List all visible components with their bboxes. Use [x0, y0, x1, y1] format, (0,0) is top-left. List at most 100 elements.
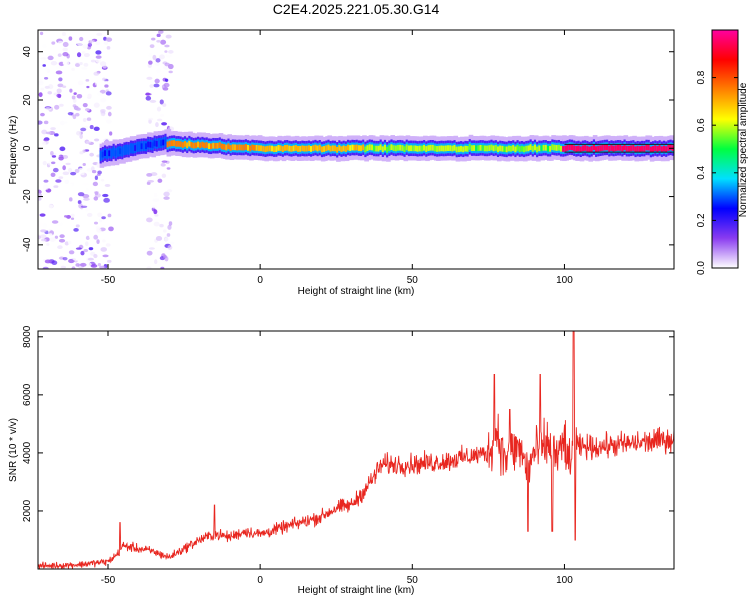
heatmap-noise-cell [82, 103, 88, 108]
heatmap-noise-cell [87, 257, 95, 261]
heatmap-noise-cell [100, 247, 108, 252]
heatmap-noise-cell [95, 58, 101, 63]
heatmap-noise-cell [59, 146, 66, 152]
heatmap-noise-cell [62, 47, 68, 52]
heatmap-noise-cell [54, 235, 59, 239]
heatmap-noise-cell [51, 41, 56, 45]
heatmap-noise-cell [50, 172, 56, 178]
heatmap-noise-cell [42, 223, 47, 228]
heatmap-noise-cell [70, 217, 75, 220]
heatmap-noise-cell [156, 40, 161, 43]
heatmap-noise-cell [163, 229, 167, 233]
heatmap-noise-cell [55, 65, 61, 69]
heatmap-noise-cell [93, 196, 99, 201]
heatmap-noise-cell [75, 224, 80, 228]
heatmap-noise-cell [56, 93, 62, 98]
heatmap-noise-cell [43, 138, 49, 142]
heatmap-noise-cell [39, 234, 47, 239]
heatmap-ytick-label: 40 [22, 46, 33, 58]
heatmap-noise-cell [75, 263, 80, 267]
heatmap-noise-cell [46, 243, 50, 246]
heatmap-noise-cell [95, 41, 101, 46]
heatmap-noise-cell [77, 200, 82, 205]
heatmap-noise-cell [155, 235, 163, 241]
snr-ylabel: SNR (10 * v/v) [8, 418, 19, 482]
heatmap-noise-cell [101, 121, 107, 126]
heatmap-noise-cell [151, 204, 158, 209]
heatmap-noise-cell [47, 55, 54, 61]
heatmap-xlabel: Height of straight line (km) [298, 286, 415, 297]
heatmap-noise-cell [81, 67, 88, 70]
heatmap-noise-cell [148, 117, 154, 121]
heatmap-noise-cell [75, 247, 82, 250]
heatmap-noise-cell [104, 84, 109, 88]
heatmap-noise-cell [154, 214, 159, 217]
heatmap-noise-cell [100, 202, 105, 207]
heatmap-noise-cell [53, 185, 59, 188]
heatmap-noise-cell [44, 107, 52, 111]
colorbar-tick-label: 0.6 [696, 118, 707, 132]
heatmap-noise-cell [106, 119, 112, 124]
heatmap-noise-cell [38, 92, 43, 98]
heatmap-noise-cell [93, 221, 99, 225]
heatmap-noise-cell [82, 44, 89, 49]
heatmap-noise-cell [105, 37, 113, 42]
heatmap-noise-cell [70, 171, 77, 176]
heatmap-noise-cell [86, 262, 92, 268]
heatmap-noise-cell [40, 229, 47, 233]
heatmap-noise-cell [149, 44, 155, 49]
heatmap-noise-cell [146, 266, 152, 269]
heatmap-noise-cell [163, 191, 170, 197]
heatmap-noise-cell [93, 102, 100, 108]
heatmap-noise-cell [93, 126, 100, 132]
heatmap-noise-cell [88, 234, 94, 240]
heatmap-noise-cell [95, 55, 102, 59]
heatmap-noise-cell [168, 70, 173, 74]
heatmap-noise-cell [100, 97, 107, 103]
snr-xlabel: Height of straight line (km) [298, 585, 415, 596]
snr-ytick-label: 6000 [22, 383, 33, 406]
heatmap-noise-cell [97, 170, 102, 175]
heatmap-noise-cell [38, 143, 41, 146]
heatmap-noise-cell [90, 59, 96, 63]
heatmap-noise-cell [66, 183, 73, 187]
heatmap-noise-cell [79, 134, 83, 139]
heatmap-noise-cell [87, 93, 92, 98]
heatmap-noise-cell [42, 160, 47, 166]
heatmap-noise-cell [59, 103, 64, 107]
heatmap-noise-cell [86, 85, 90, 89]
heatmap-noise-cell [42, 64, 46, 67]
heatmap-noise-cell [62, 256, 68, 261]
heatmap-noise-cell [95, 50, 102, 55]
heatmap-noise-cell [148, 52, 153, 58]
heatmap-noise-cell [147, 179, 155, 183]
heatmap-noise-cell [104, 229, 109, 234]
heatmap-noise-cell [76, 52, 82, 58]
heatmap-noise-cell [45, 131, 52, 135]
heatmap-noise-cell [166, 233, 171, 237]
heatmap-noise-cell [105, 243, 111, 247]
snr-series-line [38, 331, 674, 569]
heatmap-noise-cell [38, 263, 41, 267]
heatmap-noise-cell [145, 92, 150, 96]
heatmap-noise-cell [160, 113, 165, 117]
heatmap-noise-cell [166, 167, 171, 170]
heatmap-noise-cell [59, 264, 66, 269]
heatmap-noise-cell [57, 83, 64, 88]
heatmap-noise-cell [57, 53, 62, 57]
heatmap-noise-cell [163, 196, 170, 200]
heatmap-noise-cell [65, 96, 70, 101]
heatmap-noise-cell [161, 160, 168, 163]
heatmap-noise-cell [97, 262, 102, 267]
heatmap-noise-cell [162, 103, 167, 107]
heatmap-noise-cell [50, 127, 56, 131]
snr-xtick-label: 100 [556, 575, 573, 586]
heatmap-noise-cell [64, 215, 68, 218]
heatmap-noise-cell [102, 187, 110, 192]
heatmap-noise-cell [52, 167, 59, 173]
snr-xtick-label: 0 [257, 575, 263, 586]
heatmap-noise-cell [154, 78, 160, 84]
heatmap-noise-cell [62, 85, 67, 89]
heatmap-ylabel: Frequency (Hz) [8, 116, 19, 185]
heatmap-noise-cell [94, 80, 100, 86]
